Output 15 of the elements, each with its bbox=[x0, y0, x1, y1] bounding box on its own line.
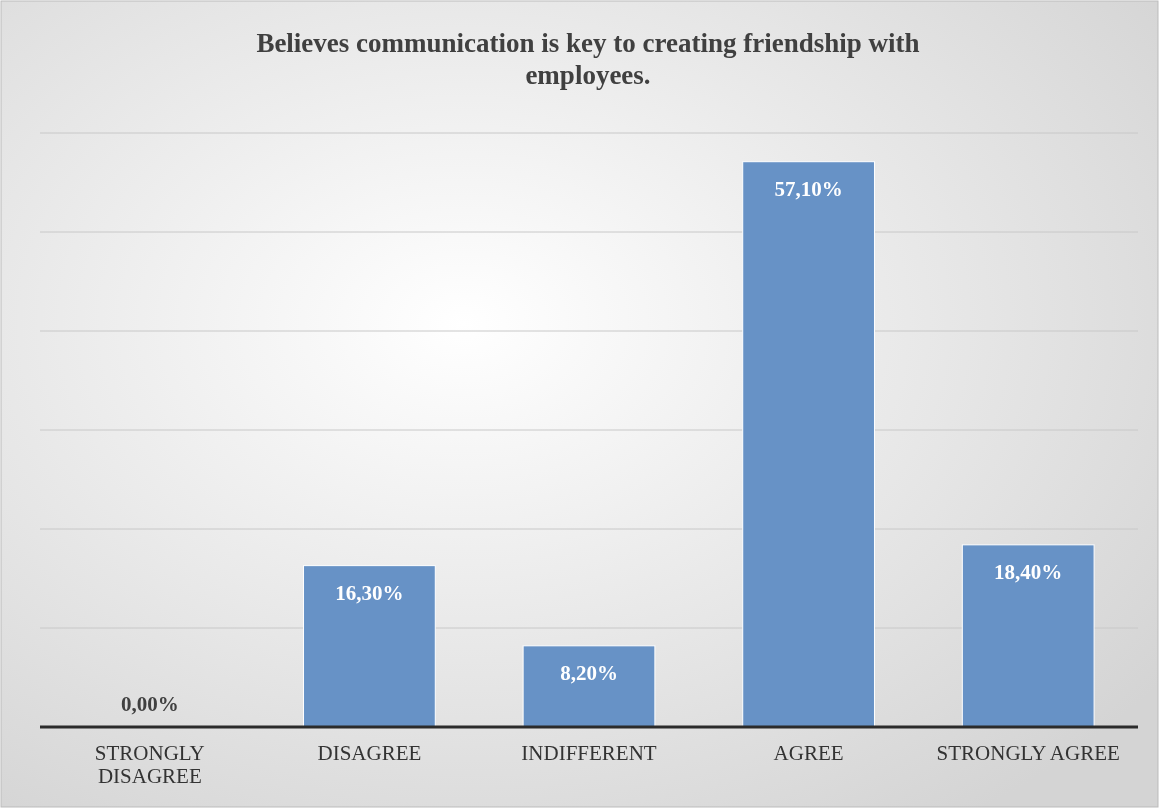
data-label: 16,30% bbox=[335, 580, 404, 605]
data-label: 0,00% bbox=[120, 692, 179, 716]
chart-title: Believes communication is key to creating friendship with employees. bbox=[256, 28, 920, 91]
bar bbox=[303, 565, 436, 728]
bar bbox=[742, 161, 875, 728]
data-label: 57,10% bbox=[774, 176, 843, 201]
data-label: 8,20% bbox=[560, 660, 618, 685]
x-tick-label: AGREE bbox=[773, 740, 844, 765]
bar bbox=[522, 645, 656, 728]
x-tick-label: STRONGLY AGREE bbox=[936, 740, 1120, 765]
x-tick-label: INDIFFERENT bbox=[521, 740, 657, 765]
data-label: 18,40% bbox=[994, 559, 1063, 584]
bar bbox=[961, 544, 1095, 728]
x-tick-label: STRONGLY DISAGREE bbox=[94, 740, 205, 789]
x-tick-label: DISAGREE bbox=[317, 740, 422, 765]
